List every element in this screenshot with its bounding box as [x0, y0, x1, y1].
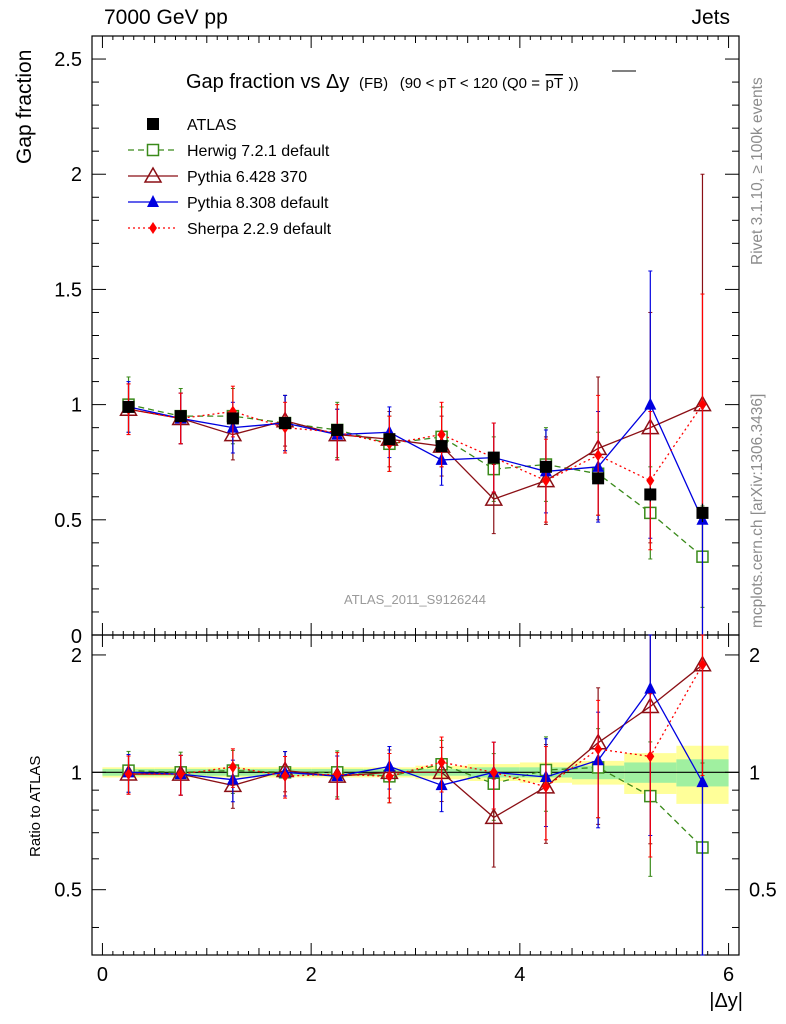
- ratio-frame: [91, 634, 740, 956]
- data-point: [594, 449, 603, 462]
- series-line: [128, 403, 704, 521]
- x-tick-label: 6: [723, 964, 734, 986]
- legend-label-atlas: ATLAS: [187, 117, 237, 134]
- legend-marker: [143, 166, 163, 183]
- ratio-y-tick-label-left: 0.5: [54, 880, 82, 902]
- ratio-y-tick-label-right: 1: [749, 762, 760, 784]
- mcplots-text: mcplots.cern.ch [arXiv:1306.3436]: [749, 393, 766, 628]
- y-axis-label: Gap fraction: [13, 50, 36, 164]
- x-tick-label: 4: [514, 964, 525, 986]
- ratio-series-line: [128, 664, 704, 788]
- legend-marker: [147, 195, 159, 207]
- legend-label-sherpa: Sherpa 2.2.9 default: [187, 221, 332, 238]
- data-point: [698, 398, 707, 411]
- y-tick-label: 0.5: [54, 510, 82, 532]
- data-point: [484, 489, 504, 506]
- ratio-series-line: [128, 687, 704, 786]
- ratio-point: [176, 768, 185, 781]
- ratio-series-line: [128, 763, 703, 848]
- ratio-point: [541, 780, 550, 793]
- data-point: [122, 400, 135, 413]
- data-point: [279, 417, 292, 430]
- y-tick-label: 2: [71, 164, 82, 186]
- series-line: [128, 403, 703, 558]
- ratio-point: [228, 760, 237, 773]
- ratio-point: [696, 775, 709, 788]
- analysis-watermark: ATLAS_2011_S9126244: [344, 592, 486, 607]
- ratio-point: [124, 768, 133, 781]
- y-tick-label: 1.5: [54, 279, 82, 301]
- legend: ATLAS Herwig 7.2.1 default Pythia 6.428 …: [187, 117, 332, 238]
- legend-marker: [149, 222, 157, 234]
- header-process: Jets: [691, 6, 730, 29]
- x-axis-label: |Δy|: [709, 990, 743, 1012]
- data-point: [644, 488, 657, 501]
- ratio-point: [385, 770, 394, 783]
- ratio-point: [333, 768, 342, 781]
- main-panel-series: [119, 173, 712, 636]
- header-energy: 7000 GeV pp: [104, 6, 228, 29]
- data-point: [541, 474, 550, 487]
- legend-label-pythia8: Pythia 8.308 default: [187, 195, 329, 212]
- y-tick-label-zero: 0: [71, 626, 82, 648]
- data-point: [592, 472, 605, 485]
- data-point: [383, 433, 396, 446]
- data-point: [646, 474, 655, 487]
- ratio-point: [281, 770, 290, 783]
- ratio-point: [594, 743, 603, 756]
- legend-markers: [128, 118, 178, 234]
- y-tick-label: 1: [71, 395, 82, 417]
- x-tick-label: 2: [306, 964, 317, 986]
- ratio-y-tick-label-left: 2: [71, 645, 82, 667]
- ratio-y-tick-label-left: 1: [71, 762, 82, 784]
- ratio-y-tick-label-right: 2: [749, 645, 760, 667]
- ratio-point: [489, 766, 498, 779]
- x-tick-label: 0: [97, 964, 108, 986]
- data-point: [644, 397, 657, 410]
- legend-marker: [147, 118, 159, 130]
- legend-marker: [146, 143, 160, 157]
- ratio-y-axis-label: Ratio to ATLAS: [27, 756, 44, 857]
- rivet-version-text: Rivet 3.1.10, ≥ 100k events: [749, 77, 766, 265]
- chart-title: Gap fraction vs Δy (FB) (90 < pT < 120 (…: [186, 71, 579, 93]
- y-tick-label: 2.5: [54, 49, 82, 71]
- ratio-uncertainty-band: [102, 745, 729, 804]
- series-line: [128, 404, 703, 500]
- series-line: [128, 404, 704, 482]
- data-point: [437, 428, 446, 441]
- data-point: [174, 410, 187, 423]
- data-point: [539, 460, 552, 473]
- legend-label-herwig: Herwig 7.2.1 default: [187, 143, 330, 160]
- data-point: [435, 440, 448, 453]
- ratio-point: [646, 750, 655, 763]
- ratio-y-tick-label-right: 0.5: [749, 880, 777, 902]
- data-point: [226, 412, 239, 425]
- data-point: [487, 451, 500, 464]
- data-point: [331, 423, 344, 436]
- ratio-point: [644, 681, 657, 694]
- legend-label-pythia6: Pythia 6.428 370: [187, 169, 307, 186]
- ratio-point: [437, 756, 446, 769]
- axis-ticks: 0 2 4 60.511.522.500.5 0.51 12 2: [54, 35, 777, 986]
- ratio-point: [698, 658, 707, 671]
- ratio-panel-series: [119, 634, 712, 956]
- data-point: [696, 506, 709, 519]
- ratio-series-line: [128, 664, 703, 819]
- ratio-point: [484, 807, 504, 825]
